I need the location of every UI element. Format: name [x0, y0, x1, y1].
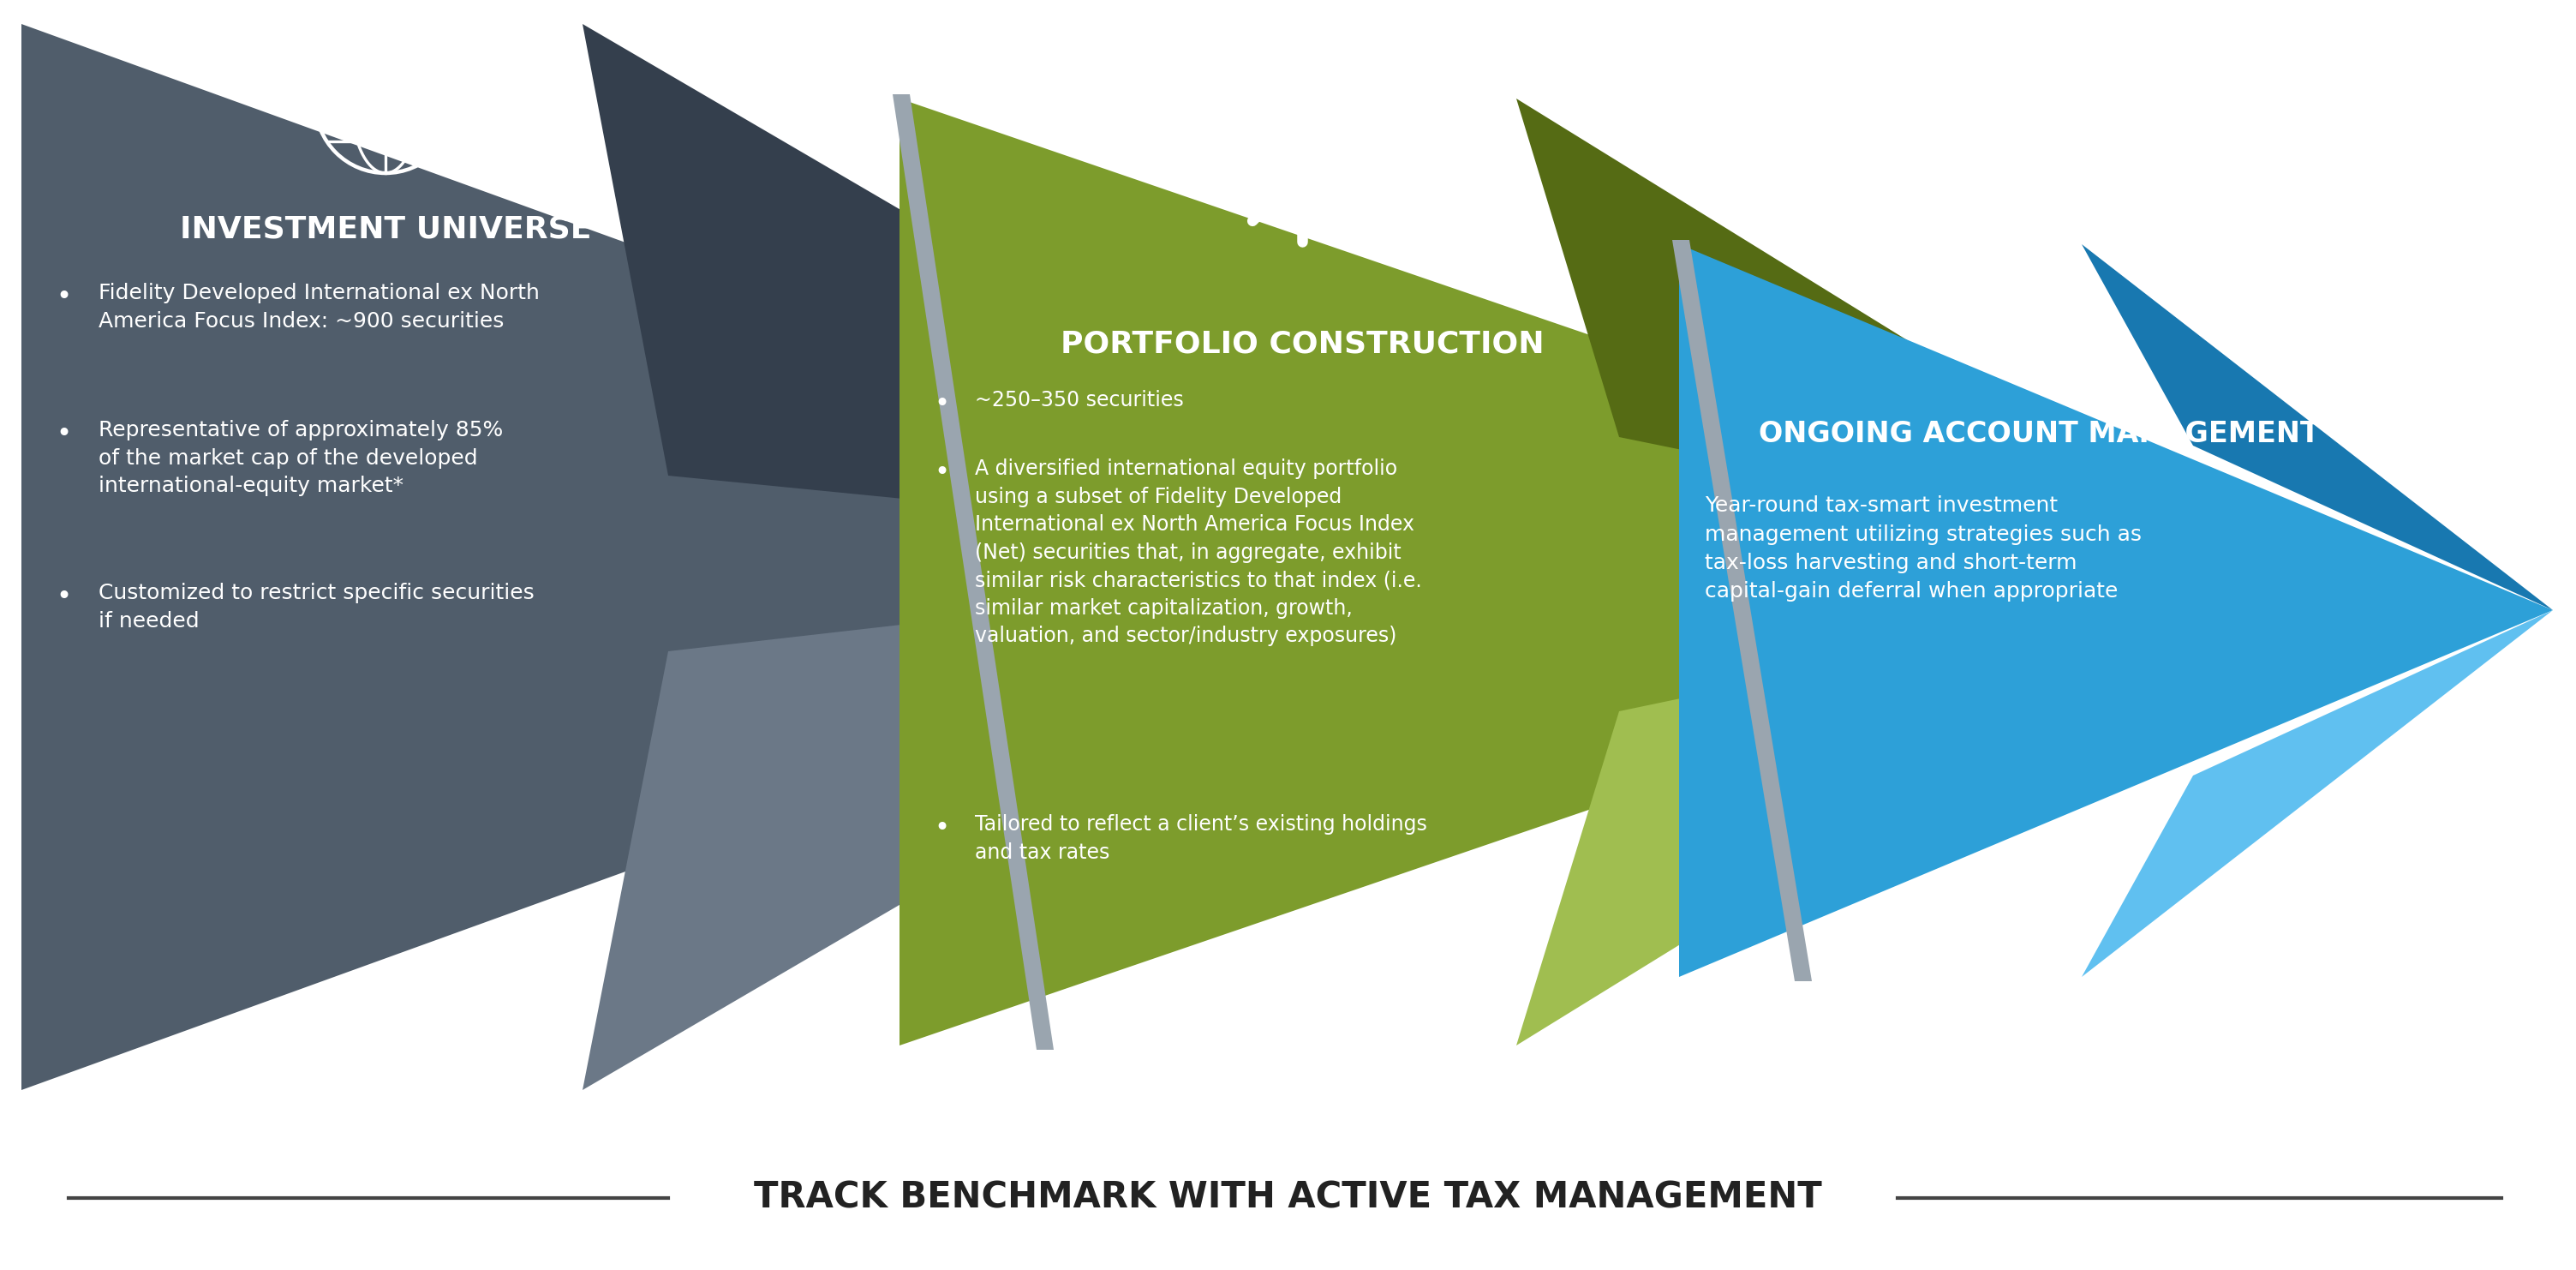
Text: Customized to restrict specific securities
if needed: Customized to restrict specific securiti…	[98, 583, 533, 631]
Circle shape	[2025, 302, 2038, 315]
Circle shape	[1368, 124, 1378, 136]
Polygon shape	[899, 99, 2282, 1045]
Polygon shape	[1517, 99, 2282, 573]
Text: ~250–350 securities: ~250–350 securities	[974, 390, 1185, 410]
Polygon shape	[2081, 610, 2553, 977]
Text: ONGOING ACCOUNT MANAGEMENT: ONGOING ACCOUNT MANAGEMENT	[1759, 420, 2318, 448]
Text: •: •	[933, 460, 951, 485]
Polygon shape	[21, 24, 1494, 1090]
Text: •: •	[57, 422, 72, 447]
Text: Representative of approximately 85%
of the market cap of the developed
internati: Representative of approximately 85% of t…	[98, 420, 502, 497]
Text: TRACK BENCHMARK WITH ACTIVE TAX MANAGEMENT: TRACK BENCHMARK WITH ACTIVE TAX MANAGEME…	[755, 1180, 1821, 1215]
Text: Fidelity Developed International ex North
America Focus Index: ~900 securities: Fidelity Developed International ex Nort…	[98, 283, 538, 331]
Polygon shape	[1680, 244, 2553, 977]
Polygon shape	[582, 558, 1494, 1090]
Text: INVESTMENT UNIVERSE: INVESTMENT UNIVERSE	[180, 215, 592, 244]
Text: Year-round tax-smart investment
management utilizing strategies such as
tax-loss: Year-round tax-smart investment manageme…	[1705, 495, 2141, 602]
Polygon shape	[2081, 244, 2553, 610]
Text: •: •	[933, 815, 951, 841]
Polygon shape	[894, 94, 1054, 1050]
Text: •: •	[933, 391, 951, 417]
Text: •: •	[57, 584, 72, 610]
Text: PORTFOLIO CONSTRUCTION: PORTFOLIO CONSTRUCTION	[1061, 330, 1543, 359]
Circle shape	[1293, 161, 1311, 180]
Text: Tailored to reflect a client’s existing holdings
and tax rates: Tailored to reflect a client’s existing …	[974, 814, 1427, 862]
Polygon shape	[582, 24, 1494, 558]
Polygon shape	[1672, 240, 1811, 982]
Polygon shape	[1517, 573, 2282, 1045]
Text: •: •	[57, 284, 72, 310]
Text: A diversified international equity portfolio
using a subset of Fidelity Develope: A diversified international equity portf…	[974, 458, 1422, 646]
